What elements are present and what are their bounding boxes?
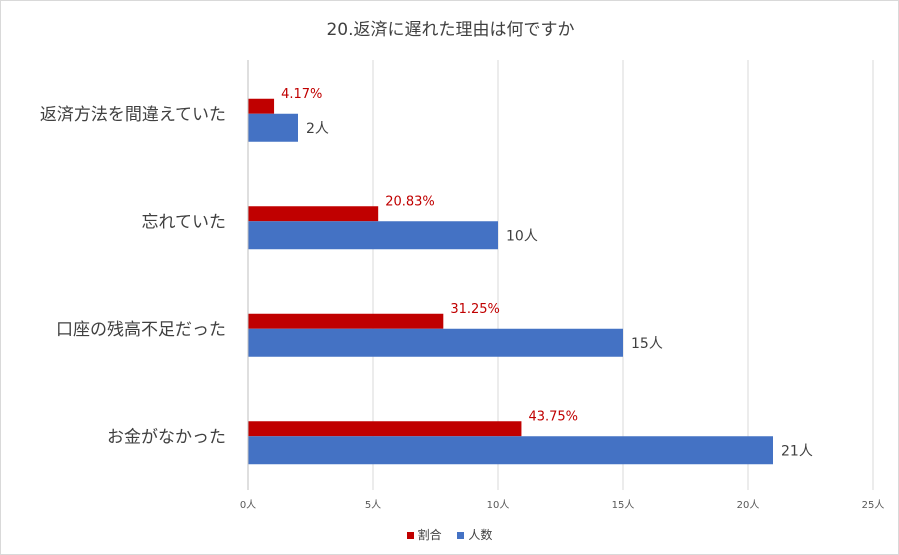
category-label: 口座の残高不足だった [56,320,226,340]
ratio-bar [248,313,444,329]
ratio-bar [248,421,522,437]
x-tick-label: 0人 [240,499,256,511]
legend-item-ratio: 割合 [406,526,442,543]
legend-label-ratio: 割合 [417,528,442,542]
legend: 割合 人数 [0,526,899,543]
legend-swatch-ratio [406,532,414,539]
count-data-label: 21人 [781,443,813,459]
count-data-label: 15人 [631,336,663,352]
count-data-label: 10人 [506,228,538,244]
count-bar [248,328,623,357]
x-tick-label: 25人 [862,499,885,511]
legend-item-count: 人数 [457,526,492,543]
ratio-data-label: 43.75% [528,409,578,424]
count-bar [248,221,498,250]
ratio-data-label: 4.17% [281,87,322,102]
category-label: 返済方法を間違えていた [40,105,226,125]
ratio-bar [248,98,275,114]
legend-swatch-count [457,532,465,539]
x-tick-label: 20人 [737,499,760,511]
ratio-data-label: 20.83% [385,194,435,209]
ratio-data-label: 31.25% [450,302,500,317]
count-bar [248,113,298,142]
count-data-label: 2人 [306,121,329,137]
x-tick-label: 5人 [365,499,381,511]
ratio-bar [248,206,379,222]
category-label: お金がなかった [107,427,226,447]
x-tick-label: 10人 [487,499,510,511]
category-label: 忘れていた [142,212,227,232]
legend-label-count: 人数 [468,528,493,542]
count-bar [248,436,773,465]
x-tick-label: 15人 [612,499,635,511]
chart-title: 20.返済に遅れた理由は何ですか [326,20,575,40]
